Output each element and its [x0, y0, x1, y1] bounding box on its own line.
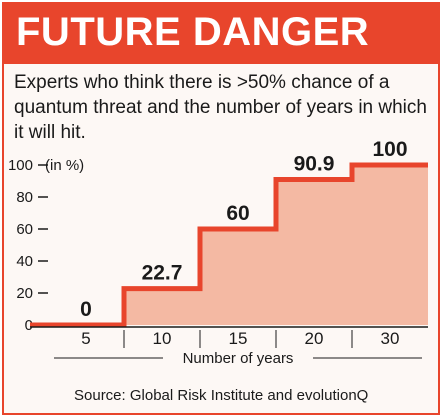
step-band [124, 288, 200, 325]
source-note: Source: Global Risk Institute and evolut… [74, 387, 369, 404]
chart-subtitle: Experts who think there is >50% chance o… [14, 72, 427, 143]
data-label: 60 [226, 202, 249, 225]
chart-title: FUTURE DANGER [16, 10, 370, 54]
x-tick-label: 20 [305, 329, 324, 348]
step-band [276, 179, 352, 325]
y-tick-label: 80 [16, 189, 33, 206]
y-tick-label: 40 [16, 253, 33, 270]
title-banner: FUTURE DANGER [4, 4, 438, 64]
y-tick-label: 100 [8, 157, 33, 174]
x-tick-label: 10 [153, 329, 172, 348]
step-band [352, 165, 428, 325]
y-axis-label: (in %) [45, 157, 84, 174]
data-label: 22.7 [142, 262, 183, 285]
y-tick-label: 60 [16, 221, 33, 238]
step-line [30, 162, 428, 328]
x-tick-label: 5 [81, 329, 90, 348]
y-tick-label: 0 [25, 317, 33, 334]
data-label: 0 [80, 298, 92, 321]
step-band [200, 229, 276, 325]
x-tick-label: 30 [381, 329, 400, 348]
data-label: 100 [372, 138, 407, 161]
x-tick-label: 15 [229, 329, 248, 348]
x-axis-label: Number of years [183, 350, 294, 367]
y-tick-label: 20 [16, 285, 33, 302]
data-label: 90.9 [294, 153, 335, 176]
